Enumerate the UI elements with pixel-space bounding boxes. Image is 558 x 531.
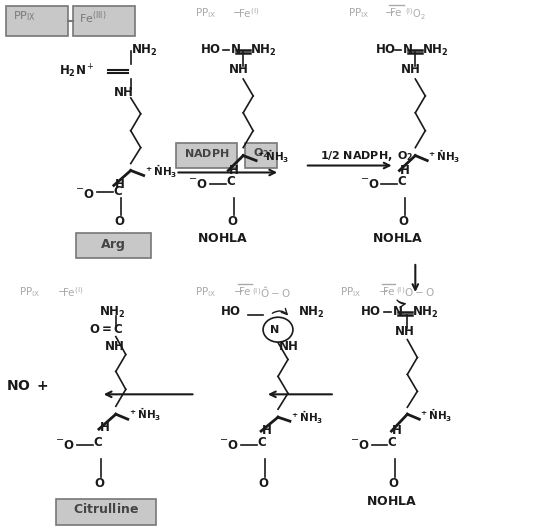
Text: $\mathregular{^{(I)}\breve{O}-O}$: $\mathregular{^{(I)}\breve{O}-O}$ [252,285,291,299]
Text: $\mathbf{N}$: $\mathbf{N}$ [392,305,403,318]
Text: $\mathregular{PP_{IX}}$: $\mathregular{PP_{IX}}$ [13,10,36,23]
Text: $\mathbf{1/2\ NADPH,\ O_2}$: $\mathbf{1/2\ NADPH,\ O_2}$ [320,149,413,162]
Text: $^-$: $^-$ [53,436,64,450]
Text: $\mathbf{NOHLA}$: $\mathbf{NOHLA}$ [366,495,417,508]
Text: $\mathregular{Fe^{(I)}}$: $\mathregular{Fe^{(I)}}$ [238,6,260,20]
Text: $\mathbf{N}$: $\mathbf{N}$ [230,43,241,56]
Text: $\mathbf{O}$: $\mathbf{O}$ [398,215,410,228]
Text: $\mathbf{NOHLA}$: $\mathbf{NOHLA}$ [372,232,423,245]
Text: $\mathregular{Fe}$: $\mathregular{Fe}$ [382,285,396,297]
Text: $\mathbf{NH}$: $\mathbf{NH}$ [401,63,421,76]
Text: $^-$: $^-$ [358,175,369,190]
Text: $-$: $-$ [384,6,395,16]
Text: $\mathregular{Fe}$: $\mathregular{Fe}$ [389,6,403,19]
Bar [56,499,156,525]
Text: $\mathregular{NH_2}$: $\mathregular{NH_2}$ [131,43,157,58]
Text: $\mathregular{^+\dot{N}H_3}$: $\mathregular{^+\dot{N}H_3}$ [128,406,161,423]
Text: $\mathbf{NOHLA}$: $\mathbf{NOHLA}$ [197,232,248,245]
Text: $\mathregular{NH}$: $\mathregular{NH}$ [113,86,133,99]
Text: $\mathregular{H_2N}^+$: $\mathregular{H_2N}^+$ [59,63,95,81]
Text: $-$: $-$ [57,285,67,295]
Text: $^-$: $^-$ [73,185,84,200]
Text: $\mathbf{O}$: $\mathbf{O}$ [196,178,208,192]
Text: $\mathbf{HO}$: $\mathbf{HO}$ [359,305,381,318]
Text: $\mathbf{NH_2}$: $\mathbf{NH_2}$ [250,43,277,58]
Text: $^-$: $^-$ [348,436,359,450]
Text: $\mathbf{NH_2}$: $\mathbf{NH_2}$ [99,305,126,320]
Text: $\mathbf{O}$: $\mathbf{O}$ [368,178,379,192]
Text: $\mathbf{C}$: $\mathbf{C}$ [93,436,103,449]
Text: $\mathbf{NH_2}$: $\mathbf{NH_2}$ [422,43,449,58]
Text: $\mathregular{^+\dot{N}H_3}$: $\mathregular{^+\dot{N}H_3}$ [290,409,323,426]
Text: $\mathbf{O}$: $\mathbf{O}$ [388,477,400,490]
Text: $\mathbf{C}$: $\mathbf{C}$ [113,185,123,199]
Text: $\mathregular{PP_{IX}}$: $\mathregular{PP_{IX}}$ [195,285,217,299]
Text: $\mathbf{H}$: $\mathbf{H}$ [392,424,402,437]
Text: $\mathbf{NH}$: $\mathbf{NH}$ [228,63,248,76]
Text: $\mathbf{C}$: $\mathbf{C}$ [397,175,407,189]
Text: $\mathbf{H}$: $\mathbf{H}$ [261,424,272,437]
Text: $\mathregular{PP_{IX}}$: $\mathregular{PP_{IX}}$ [340,285,361,299]
Text: $\mathbf{HO}$: $\mathbf{HO}$ [374,43,396,56]
Text: $\mathregular{PP_{IX}}$: $\mathregular{PP_{IX}}$ [20,285,41,299]
Text: $,$: $,$ [238,148,243,161]
Text: $\mathbf{HO}$: $\mathbf{HO}$ [200,43,222,56]
Text: $\mathbf{Arg}$: $\mathbf{Arg}$ [100,237,126,253]
Text: $-$: $-$ [232,6,242,16]
Text: $\mathbf{NH_2}$: $\mathbf{NH_2}$ [412,305,439,320]
Text: $\mathbf{C}$: $\mathbf{C}$ [387,436,397,449]
Bar [76,233,151,258]
Bar [245,143,277,167]
Text: $-$: $-$ [233,285,243,295]
Text: $\mathbf{O}$: $\mathbf{O}$ [227,439,239,452]
Text: $\mathregular{PP_{IX}}$: $\mathregular{PP_{IX}}$ [348,6,369,20]
Text: $\mathbf{C}$: $\mathbf{C}$ [226,175,236,189]
Bar [176,143,237,167]
Text: $\mathbf{O}$: $\mathbf{O}$ [114,215,125,228]
Text: $\mathregular{^+\dot{N}H_3}$: $\mathregular{^+\dot{N}H_3}$ [143,164,177,180]
Text: $\mathbf{O=C}$: $\mathbf{O=C}$ [89,323,123,336]
Text: $\mathregular{^+\dot{N}H_3}$: $\mathregular{^+\dot{N}H_3}$ [256,149,290,165]
Text: $\mathbf{NH}$: $\mathbf{NH}$ [395,324,415,338]
Text: $\mathbf{NH_2}$: $\mathbf{NH_2}$ [298,305,325,320]
Text: $\mathregular{^+\dot{N}H_3}$: $\mathregular{^+\dot{N}H_3}$ [419,407,453,424]
Bar [73,6,134,36]
Text: $\mathbf{O_2}$: $\mathbf{O_2}$ [253,147,270,160]
Text: $\mathbf{O}$: $\mathbf{O}$ [63,439,74,452]
Text: $\mathregular{Fe^{(III)}}$: $\mathregular{Fe^{(III)}}$ [79,10,107,26]
Text: $\mathbf{H}$: $\mathbf{H}$ [400,164,410,176]
Text: $\mathregular{Fe}$: $\mathregular{Fe}$ [238,285,252,297]
Text: $\mathbf{Citrulline}$: $\mathbf{Citrulline}$ [73,502,139,516]
Bar [6,6,68,36]
Text: $\mathbf{O}$: $\mathbf{O}$ [94,477,105,490]
Text: $\mathbf{O}$: $\mathbf{O}$ [83,189,94,201]
Text: $^-$: $^-$ [186,175,198,190]
Text: $\mathbf{O}$: $\mathbf{O}$ [227,215,239,228]
Text: $\mathbf{O}$: $\mathbf{O}$ [358,439,369,452]
Text: $\mathbf{H}$: $\mathbf{H}$ [228,164,239,176]
Text: $\mathbf{NH}$: $\mathbf{NH}$ [104,340,124,353]
Text: $\mathregular{Fe^{(I)}}$: $\mathregular{Fe^{(I)}}$ [62,285,84,299]
Text: $\mathbf{O}$: $\mathbf{O}$ [258,477,270,490]
Text: $\mathbf{NADPH}$: $\mathbf{NADPH}$ [184,147,229,159]
Text: $\mathbf{HO}$: $\mathbf{HO}$ [220,305,242,318]
Text: $-$: $-$ [378,285,388,295]
Text: $\mathbf{N}$: $\mathbf{N}$ [402,43,413,56]
Text: $\mathbf{H}$: $\mathbf{H}$ [99,421,110,434]
Text: $\mathregular{^+\dot{N}H_3}$: $\mathregular{^+\dot{N}H_3}$ [427,149,460,165]
Text: $\mathbf{H}$: $\mathbf{H}$ [114,178,124,192]
Text: $^-$: $^-$ [217,436,228,450]
Text: $\mathbf{NO\ +}$: $\mathbf{NO\ +}$ [6,380,49,393]
Text: $\mathbf{N}$: $\mathbf{N}$ [269,323,280,335]
Text: $\mathbf{NH}$: $\mathbf{NH}$ [278,340,298,353]
Text: $\mathregular{^{(I)}O_2}$: $\mathregular{^{(I)}O_2}$ [405,6,426,22]
Text: $\mathbf{C}$: $\mathbf{C}$ [257,436,267,449]
Text: $\mathregular{^{(I)}O-O}$: $\mathregular{^{(I)}O-O}$ [396,285,435,299]
Text: $\mathregular{PP_{IX}}$: $\mathregular{PP_{IX}}$ [195,6,217,20]
